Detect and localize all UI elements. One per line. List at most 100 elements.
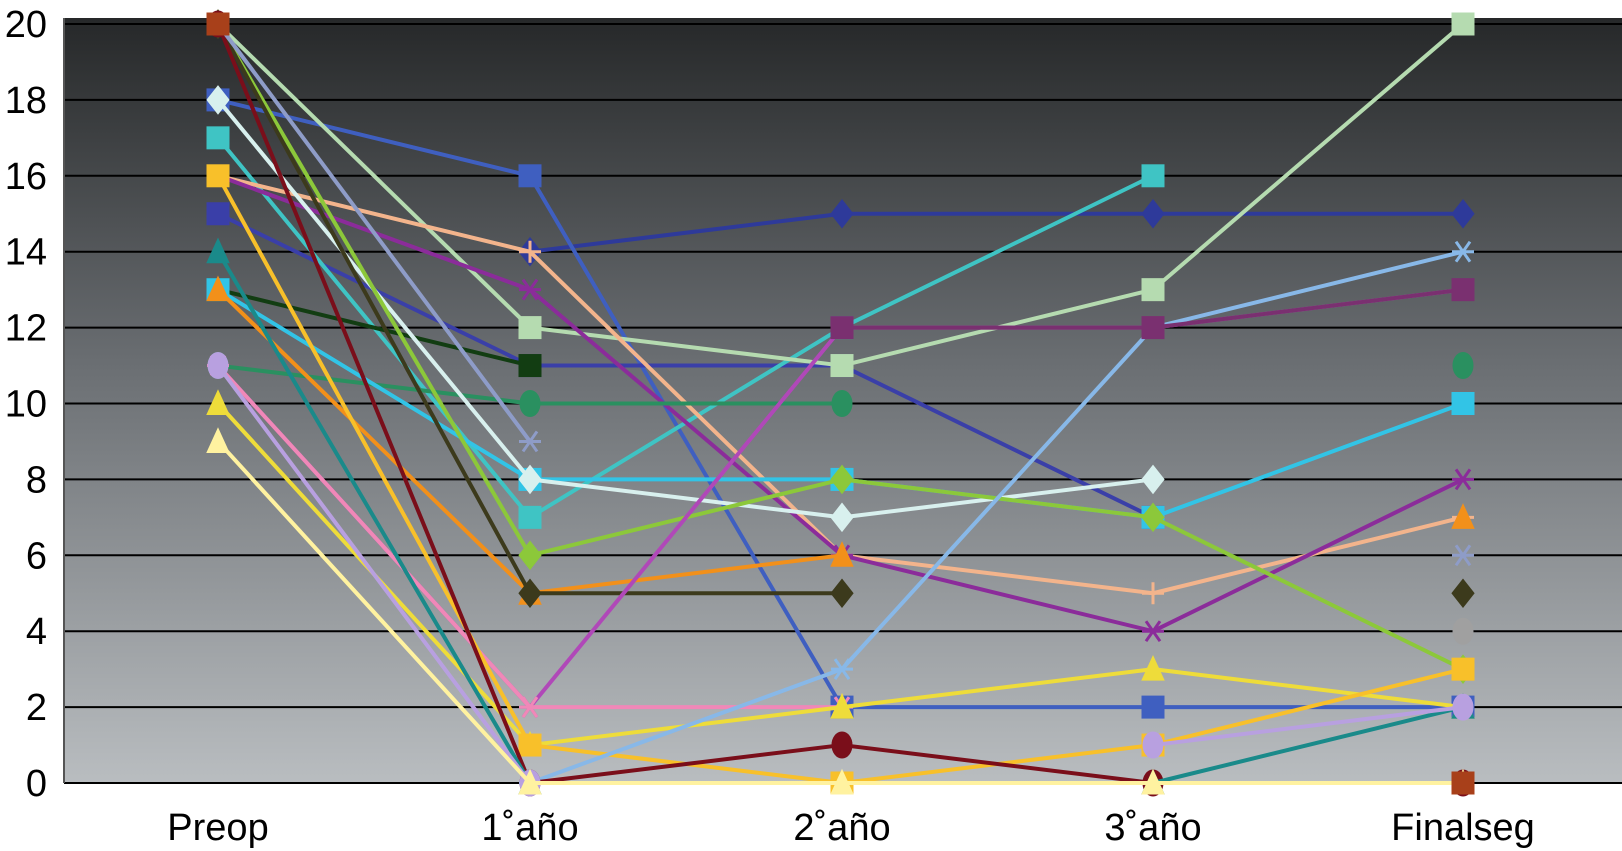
series-23-point-3 [1141,316,1165,340]
series-1-segment-1 [528,173,844,710]
series-23-segment-3 [1151,287,1465,330]
series-4-segment-0 [216,22,532,330]
series-layer [206,9,1475,797]
series-18-point-4 [1452,240,1474,263]
series-17-point-1 [518,733,542,757]
series-26-point-0 [206,12,230,36]
y-tick-label-2: 2 [26,687,47,729]
y-tick-label-0: 0 [26,763,47,805]
series-6-point-4 [1452,468,1474,491]
series-23 [830,278,1475,340]
series-20-segment-3 [1151,705,1465,785]
series-16-segment-3 [1151,667,1465,710]
series-8-point-4 [1452,352,1474,380]
series-10-point-3 [1141,464,1165,495]
series-8-point-2 [831,390,853,417]
series-5-segment-0 [216,173,532,254]
series-18-segment-1 [528,667,844,785]
series-4-point-2 [830,354,854,378]
y-tick-label-18: 18 [5,80,47,122]
series-6-segment-2 [840,553,1155,634]
series-7-segment-0 [216,287,532,368]
series-6-point-3 [1142,620,1164,643]
series-4-point-3 [1141,278,1165,302]
series-5-point-1 [519,240,541,263]
x-tick-label-0: Preop [167,807,268,849]
series-2-point-0 [206,202,230,226]
series-22-segment-0 [216,439,532,785]
series-9-point-4 [1451,392,1475,415]
series-19-point-2 [831,731,853,759]
series-10-segment-1 [528,477,844,520]
series-12-segment-3 [1151,515,1465,672]
series-17-segment-3 [1151,667,1465,748]
y-tick-label-12: 12 [5,308,47,350]
series-6-point-1 [519,278,541,301]
series-13-point-2 [830,578,854,609]
y-tick-label-4: 4 [26,611,47,653]
series-17-point-4 [1451,657,1475,681]
series-16-point-0 [206,389,230,415]
series-3-segment-2 [840,173,1155,330]
series-18-segment-3 [1151,249,1465,330]
series-25-point-4 [1452,617,1474,645]
series-12-point-2 [830,464,854,495]
series-10-point-1 [518,464,542,495]
x-tick-label-1: 1˚año [481,807,578,849]
series-9-segment-0 [216,287,532,482]
series-3-point-0 [206,126,230,150]
series-22-point-0 [206,427,230,453]
series-25 [1452,617,1474,645]
series-2-segment-2 [840,363,1155,520]
series-10-point-0 [206,85,230,115]
series-11-segment-1 [528,553,844,596]
series-11-point-0 [206,275,230,302]
series-11-point-2 [830,541,854,567]
series-10-point-2 [830,502,854,533]
series-21-point-0 [207,352,229,380]
y-tick-label-16: 16 [5,156,47,198]
series-21-point-4 [1452,693,1474,721]
series-0-segment-1 [528,211,844,254]
series-18-segment-2 [840,325,1155,672]
series-5-point-3 [1142,582,1164,605]
series-14-segment-1 [528,325,844,710]
series-19-segment-0 [216,22,532,785]
series-13-point-1 [518,578,542,609]
series-24-segment-0 [216,22,532,444]
series-16-point-3 [1141,654,1165,681]
series-12-point-3 [1141,502,1165,533]
series-22-point-1 [518,768,542,795]
series-3-point-3 [1141,164,1165,188]
series-19-segment-2 [840,743,1155,785]
series-1-point-3 [1141,695,1165,719]
series-8-point-1 [519,390,541,417]
series-17-segment-0 [216,173,532,748]
series-22-point-2 [830,768,854,795]
series-11-point-4 [1451,503,1475,529]
series-0-point-4 [1451,198,1475,229]
series-26-point-4 [1451,771,1475,795]
series-12-segment-0 [216,22,532,558]
series-19-segment-1 [528,743,844,785]
series-18-point-2 [831,658,853,681]
series-23-point-2 [830,316,854,340]
series-0-point-2 [830,198,854,229]
series-6-segment-3 [1151,477,1465,634]
series-20-point-0 [206,237,230,264]
series-16-point-2 [830,692,854,719]
x-axis-ticks: Preop 1˚año 2˚año 3˚año Finalseg [167,807,1535,849]
series-21-point-3 [1142,731,1164,759]
series-7-point-1 [518,354,542,378]
x-tick-label-4: Finalseg [1391,807,1535,849]
series-26 [206,12,1475,795]
x-tick-label-2: 2˚año [793,807,890,849]
y-axis-ticks: 0 2 4 6 8 10 12 14 16 18 20 [5,4,47,805]
series-24-point-1 [519,430,541,453]
series-17-point-0 [206,164,230,188]
series-9-segment-3 [1151,401,1465,520]
series-13-segment-0 [216,22,532,596]
series-4-segment-3 [1151,22,1465,292]
y-tick-label-14: 14 [5,232,47,274]
